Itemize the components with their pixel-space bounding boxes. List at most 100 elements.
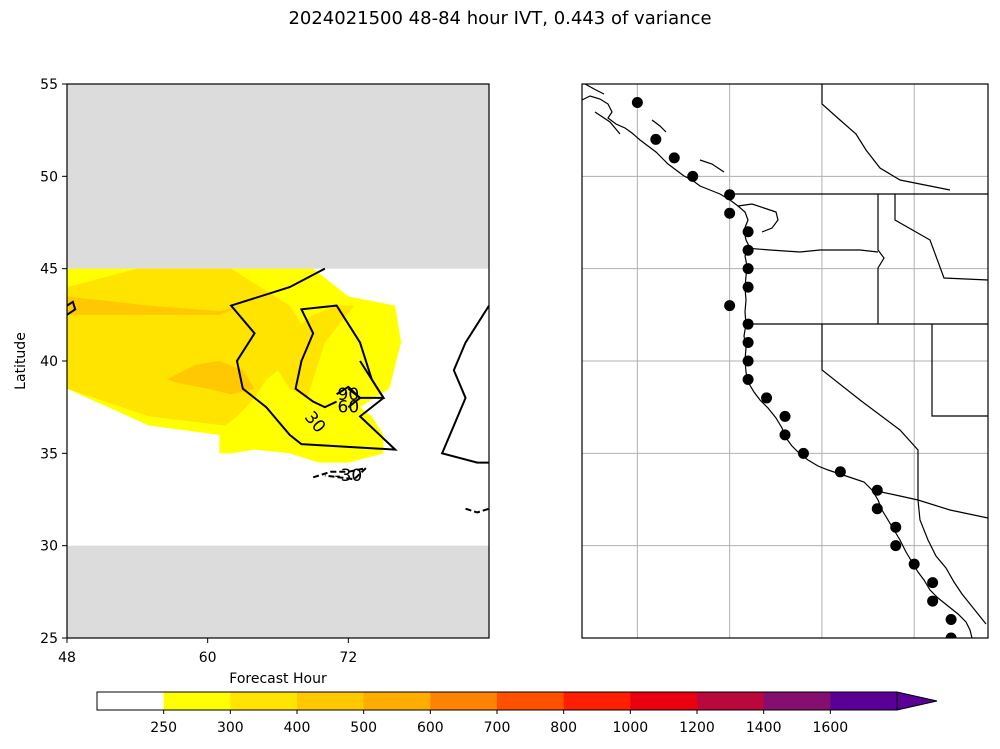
missing-data-mask xyxy=(67,84,489,638)
ivt-filled-contours xyxy=(67,268,402,463)
x-tick-label: 72 xyxy=(339,650,357,666)
map-frame xyxy=(581,83,989,639)
contour-label: 60 xyxy=(338,398,360,418)
y-axis-label: Latitude xyxy=(13,332,29,390)
station-point xyxy=(890,540,902,552)
contour-line--30 xyxy=(312,466,370,481)
x-axis-label: Forecast Hour xyxy=(229,671,327,687)
station-point xyxy=(945,632,957,638)
x-axis-ticks: 48 60 72 xyxy=(58,638,357,666)
station-point xyxy=(742,337,754,349)
coastline-baja xyxy=(917,499,987,625)
colorbar-bin xyxy=(830,692,898,710)
contour-line-60 xyxy=(294,304,386,409)
y-axis-ticks: 25 30 35 40 45 50 55 xyxy=(40,77,67,647)
colorbar-bin xyxy=(97,692,165,710)
y-tick-label: 55 xyxy=(40,77,58,93)
colorbar-bins xyxy=(97,692,898,710)
colorbar-bin xyxy=(697,692,765,710)
colorbar-tick-label: 800 xyxy=(550,720,577,736)
fill-region-400-500 xyxy=(166,361,255,395)
station-point xyxy=(871,503,883,515)
contour-line-3 xyxy=(440,305,489,464)
station-point xyxy=(927,577,939,589)
station-point xyxy=(742,281,754,293)
contour-line-90 xyxy=(336,385,362,408)
station-point xyxy=(834,466,846,478)
x-tick-label: 48 xyxy=(58,650,76,666)
border-nv-ca xyxy=(821,324,919,500)
colorbar-tick-label: 1000 xyxy=(613,720,649,736)
colorbar-tick-label: 1200 xyxy=(679,720,715,736)
border-nv-az xyxy=(931,324,988,417)
contour-label: 90 xyxy=(338,385,360,405)
border-wa-or xyxy=(744,247,879,253)
contour-line-4 xyxy=(67,300,77,316)
colorbar-tick-label: 1600 xyxy=(813,720,849,736)
station-point xyxy=(871,484,883,496)
border-ab-bc xyxy=(821,84,951,191)
y-tick-label: 40 xyxy=(40,354,58,370)
figure-title: 2024021500 48-84 hour IVT, 0.443 of vari… xyxy=(288,8,712,29)
station-point xyxy=(724,300,736,312)
station-point xyxy=(650,133,662,145)
ivt-line-contours xyxy=(67,267,489,514)
mask-band-1 xyxy=(67,545,489,638)
colorbar-ticks: 250 300 400 500 600 700 800 1000 1200 1400 1600 xyxy=(150,710,848,736)
x-tick-label: 60 xyxy=(199,650,217,666)
colorbar-extend-arrow xyxy=(896,691,938,711)
colorbar-bin xyxy=(563,692,631,710)
contour-line-30 xyxy=(229,267,398,451)
colorbar-tick-label: 500 xyxy=(350,720,377,736)
colorbar-bin xyxy=(230,692,298,710)
station-point xyxy=(779,429,791,441)
colorbar: 250 300 400 500 600 700 800 1000 1200 1400 1600 xyxy=(96,691,938,736)
station-point xyxy=(724,207,736,219)
fill-region-400-500 xyxy=(67,296,243,315)
contour-line-6 xyxy=(465,507,489,514)
contour-label: -30 xyxy=(334,466,362,486)
border-id xyxy=(877,194,885,324)
y-tick-label: 35 xyxy=(40,446,58,462)
colorbar-tick-label: 300 xyxy=(217,720,244,736)
station-point xyxy=(890,521,902,533)
colorbar-bin xyxy=(630,692,698,710)
station-point xyxy=(631,96,643,108)
station-point xyxy=(761,392,773,404)
map-gridlines xyxy=(582,84,988,638)
station-map-panel xyxy=(581,83,989,639)
station-point xyxy=(668,152,680,164)
y-tick-label: 30 xyxy=(40,539,58,555)
station-point xyxy=(742,355,754,367)
station-point xyxy=(742,226,754,238)
coastline-sound xyxy=(737,203,779,233)
station-point xyxy=(797,447,809,459)
colorbar-bin xyxy=(297,692,365,710)
station-point xyxy=(779,410,791,422)
y-tick-label: 50 xyxy=(40,169,58,185)
station-point xyxy=(687,170,699,182)
station-point xyxy=(742,244,754,256)
coastline-bc xyxy=(582,95,973,638)
colorbar-tick-label: 1400 xyxy=(746,720,782,736)
colorbar-tick-label: 600 xyxy=(417,720,444,736)
station-point xyxy=(724,189,736,201)
station-points xyxy=(631,96,957,638)
mask-band-0 xyxy=(67,84,489,269)
colorbar-bin xyxy=(497,692,565,710)
colorbar-bin xyxy=(363,692,431,710)
border-mt xyxy=(894,194,988,281)
station-point xyxy=(945,614,957,626)
station-point xyxy=(908,558,920,570)
border-us-mexico xyxy=(871,489,988,519)
station-point xyxy=(927,595,939,607)
colorbar-bin xyxy=(163,692,231,710)
station-point xyxy=(742,263,754,275)
station-point xyxy=(742,373,754,385)
coastline-islands xyxy=(584,84,725,173)
colorbar-tick-label: 700 xyxy=(484,720,511,736)
y-tick-label: 45 xyxy=(40,262,58,278)
colorbar-bin xyxy=(430,692,498,710)
